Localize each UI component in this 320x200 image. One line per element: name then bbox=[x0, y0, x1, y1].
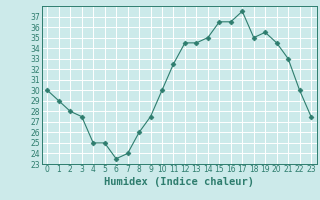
X-axis label: Humidex (Indice chaleur): Humidex (Indice chaleur) bbox=[104, 177, 254, 187]
